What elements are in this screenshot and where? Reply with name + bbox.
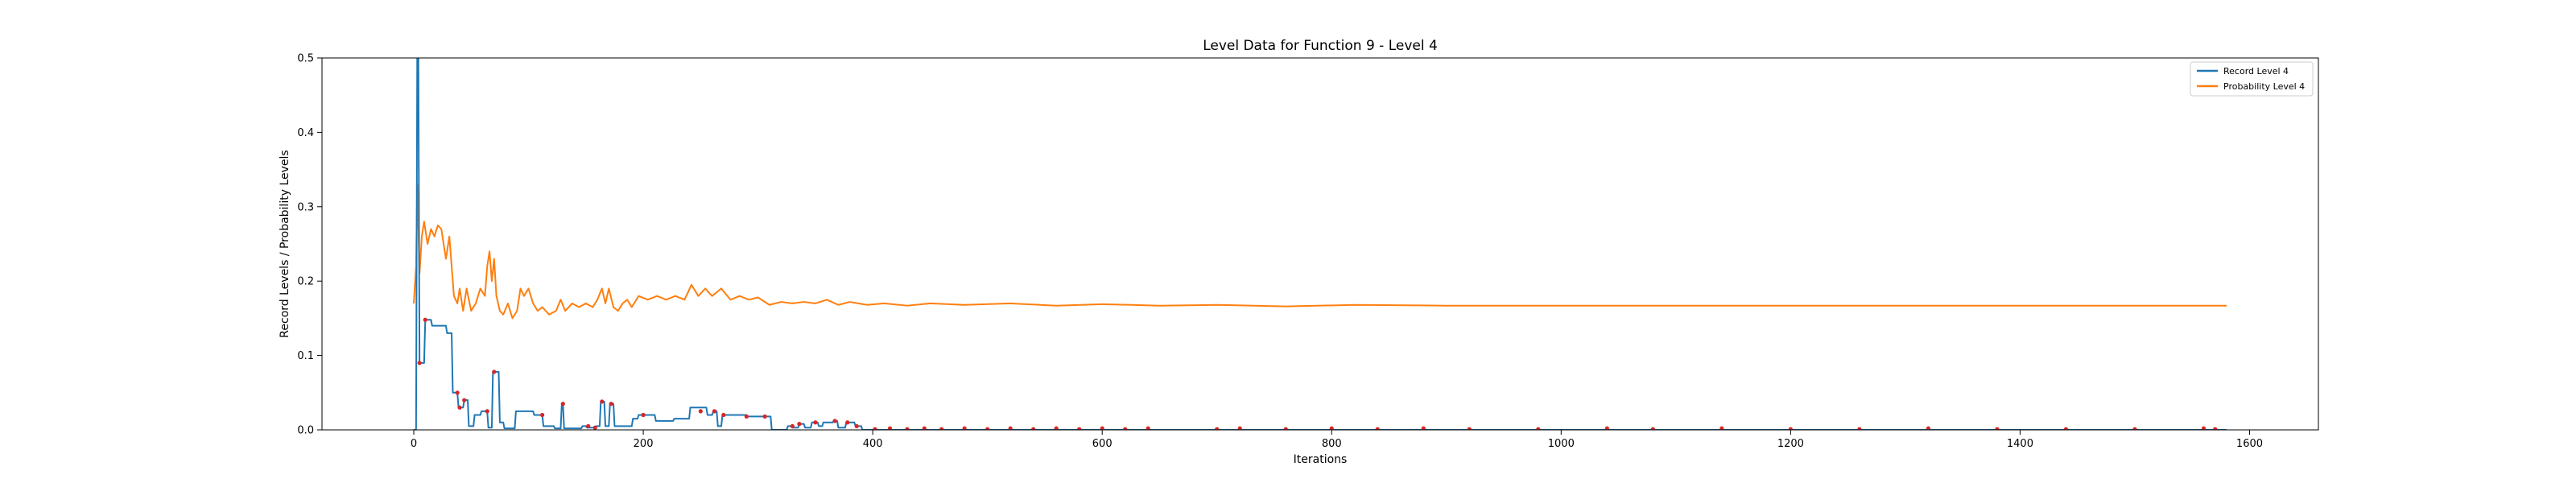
record-marker xyxy=(985,427,990,430)
legend: Record Level 4 Probability Level 4 xyxy=(2190,61,2314,97)
probability-level-line xyxy=(413,184,2227,320)
record-marker xyxy=(1146,426,1150,430)
x-tick-label: 1400 xyxy=(2007,438,2033,450)
record-marker xyxy=(1031,427,1036,430)
record-marker xyxy=(1421,426,1426,430)
y-axis-label: Record Levels / Probability Levels xyxy=(279,150,291,337)
record-marker xyxy=(2213,427,2218,430)
record-marker xyxy=(1375,427,1380,430)
record-marker xyxy=(485,409,489,414)
record-marker xyxy=(641,412,646,418)
y-axis: 0.0 0.1 0.2 0.3 0.4 0.5 xyxy=(297,53,322,437)
record-marker xyxy=(1857,427,1862,430)
x-tick-label: 0 xyxy=(411,438,417,450)
y-tick-label: 0.2 xyxy=(297,276,314,288)
record-marker xyxy=(455,390,460,395)
marker-layer xyxy=(417,317,2218,430)
record-marker xyxy=(854,423,859,428)
x-tick-label: 800 xyxy=(1322,438,1342,450)
record-marker xyxy=(790,423,795,428)
record-marker xyxy=(1077,427,1082,430)
record-marker xyxy=(721,412,726,418)
record-marker xyxy=(1788,427,1793,430)
record-level-line xyxy=(414,58,2227,430)
y-tick-label: 0.1 xyxy=(297,350,314,362)
record-marker xyxy=(492,369,497,374)
legend-label-record: Record Level 4 xyxy=(2223,66,2289,76)
record-marker xyxy=(762,414,767,419)
record-marker xyxy=(1536,427,1541,430)
legend-label-probability: Probability Level 4 xyxy=(2223,81,2305,92)
record-marker xyxy=(1926,426,1931,430)
record-marker xyxy=(1054,426,1059,430)
record-marker xyxy=(797,422,802,427)
record-marker xyxy=(2132,427,2137,430)
record-marker xyxy=(1283,427,1288,430)
record-marker xyxy=(712,409,717,414)
record-marker xyxy=(586,423,591,428)
plot-frame xyxy=(321,57,2319,431)
record-marker xyxy=(1719,426,1724,430)
record-marker xyxy=(905,427,910,430)
record-marker xyxy=(962,426,967,430)
x-tick-label: 1600 xyxy=(2236,438,2263,450)
x-tick-label: 200 xyxy=(634,438,654,450)
record-marker xyxy=(939,427,944,430)
record-marker xyxy=(1008,426,1013,430)
record-marker xyxy=(609,402,613,407)
record-marker xyxy=(1604,426,1609,430)
y-tick-label: 0.0 xyxy=(297,425,314,437)
chart-title: Level Data for Function 9 - Level 4 xyxy=(1203,38,1438,54)
record-marker xyxy=(813,420,818,425)
record-marker xyxy=(457,405,462,410)
y-tick-label: 0.5 xyxy=(297,53,314,65)
y-tick-label: 0.3 xyxy=(297,201,314,213)
record-marker xyxy=(1100,426,1104,430)
record-marker xyxy=(832,419,837,423)
record-marker xyxy=(1329,426,1334,430)
x-axis-label: Iterations xyxy=(1294,453,1348,466)
record-marker xyxy=(2063,427,2069,430)
x-tick-label: 1000 xyxy=(1548,438,1575,450)
record-marker xyxy=(922,426,927,430)
series-layer xyxy=(413,58,2227,430)
plot-area xyxy=(321,57,2319,431)
record-marker xyxy=(1995,427,2000,430)
x-axis: 0 200 400 600 800 1000 1200 1400 1600 xyxy=(411,430,2263,450)
record-marker xyxy=(887,426,893,430)
x-tick-label: 600 xyxy=(1092,438,1113,450)
record-marker xyxy=(592,425,597,430)
record-marker xyxy=(873,427,877,430)
x-tick-label: 400 xyxy=(863,438,883,450)
record-marker xyxy=(417,361,422,365)
record-marker xyxy=(1467,427,1472,430)
record-marker xyxy=(423,317,427,322)
record-marker xyxy=(2201,426,2207,430)
record-marker xyxy=(540,412,545,418)
legend-frame xyxy=(2190,61,2314,97)
y-tick-label: 0.4 xyxy=(297,127,314,139)
record-marker xyxy=(698,409,703,414)
record-marker xyxy=(1123,427,1128,430)
record-marker xyxy=(462,398,467,402)
record-marker xyxy=(744,414,749,419)
x-tick-label: 1200 xyxy=(1777,438,1804,450)
record-marker xyxy=(845,420,850,425)
record-marker xyxy=(1237,426,1242,430)
record-marker xyxy=(560,402,565,407)
record-marker xyxy=(600,399,605,404)
record-marker xyxy=(1215,427,1220,430)
record-marker xyxy=(1650,427,1655,430)
